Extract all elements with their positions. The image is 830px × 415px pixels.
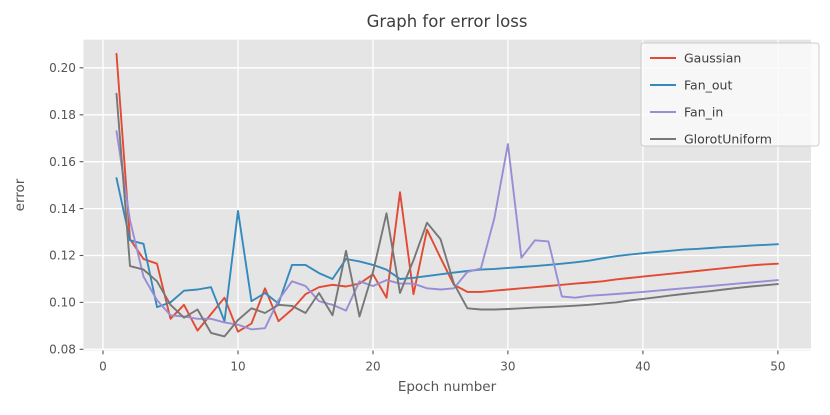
legend-label: Gaussian bbox=[684, 50, 741, 65]
x-tick-label: 50 bbox=[770, 360, 785, 374]
x-tick-label: 0 bbox=[99, 360, 107, 374]
y-axis-label: error bbox=[12, 178, 28, 211]
x-tick-label: 10 bbox=[230, 360, 245, 374]
gridlines bbox=[83, 39, 811, 351]
x-tick-label: 40 bbox=[635, 360, 650, 374]
x-axis-label: Epoch number bbox=[398, 379, 497, 395]
y-tick-label: 0.20 bbox=[49, 61, 76, 75]
legend-item-fan_out: Fan_out bbox=[650, 77, 732, 92]
series-line-fan_in bbox=[115, 130, 779, 331]
x-tick-label: 30 bbox=[500, 360, 515, 374]
legend-item-glorotuniform: GlorotUniform bbox=[650, 131, 772, 146]
axis-ticks bbox=[79, 67, 779, 355]
x-tick-label: 20 bbox=[365, 360, 380, 374]
chart-title: Graph for error loss bbox=[367, 12, 528, 31]
y-tick-label: 0.12 bbox=[49, 249, 76, 263]
series-line-glorotuniform bbox=[115, 92, 779, 338]
y-tick-label: 0.08 bbox=[49, 343, 76, 357]
legend-label: GlorotUniform bbox=[684, 131, 772, 146]
legend-item-gaussian: Gaussian bbox=[650, 50, 741, 65]
tick-labels: 0 10 20 30 40 50 0.08 0.10 0.12 0.14 0.16 0.18 0.20 bbox=[49, 61, 785, 374]
legend-box bbox=[640, 42, 820, 147]
y-tick-label: 0.18 bbox=[49, 108, 76, 122]
legend-label: Fan_out bbox=[684, 77, 732, 92]
data-series bbox=[115, 52, 779, 338]
y-tick-label: 0.10 bbox=[49, 296, 76, 310]
legend-item-fan_in: Fan_in bbox=[650, 104, 723, 119]
legend-label: Fan_in bbox=[684, 104, 723, 119]
y-tick-label: 0.16 bbox=[49, 155, 76, 169]
y-tick-label: 0.14 bbox=[49, 202, 76, 216]
series-line-fan_out bbox=[115, 177, 779, 323]
legend: Gaussian Fan_out Fan_in GlorotUniform bbox=[640, 42, 820, 147]
